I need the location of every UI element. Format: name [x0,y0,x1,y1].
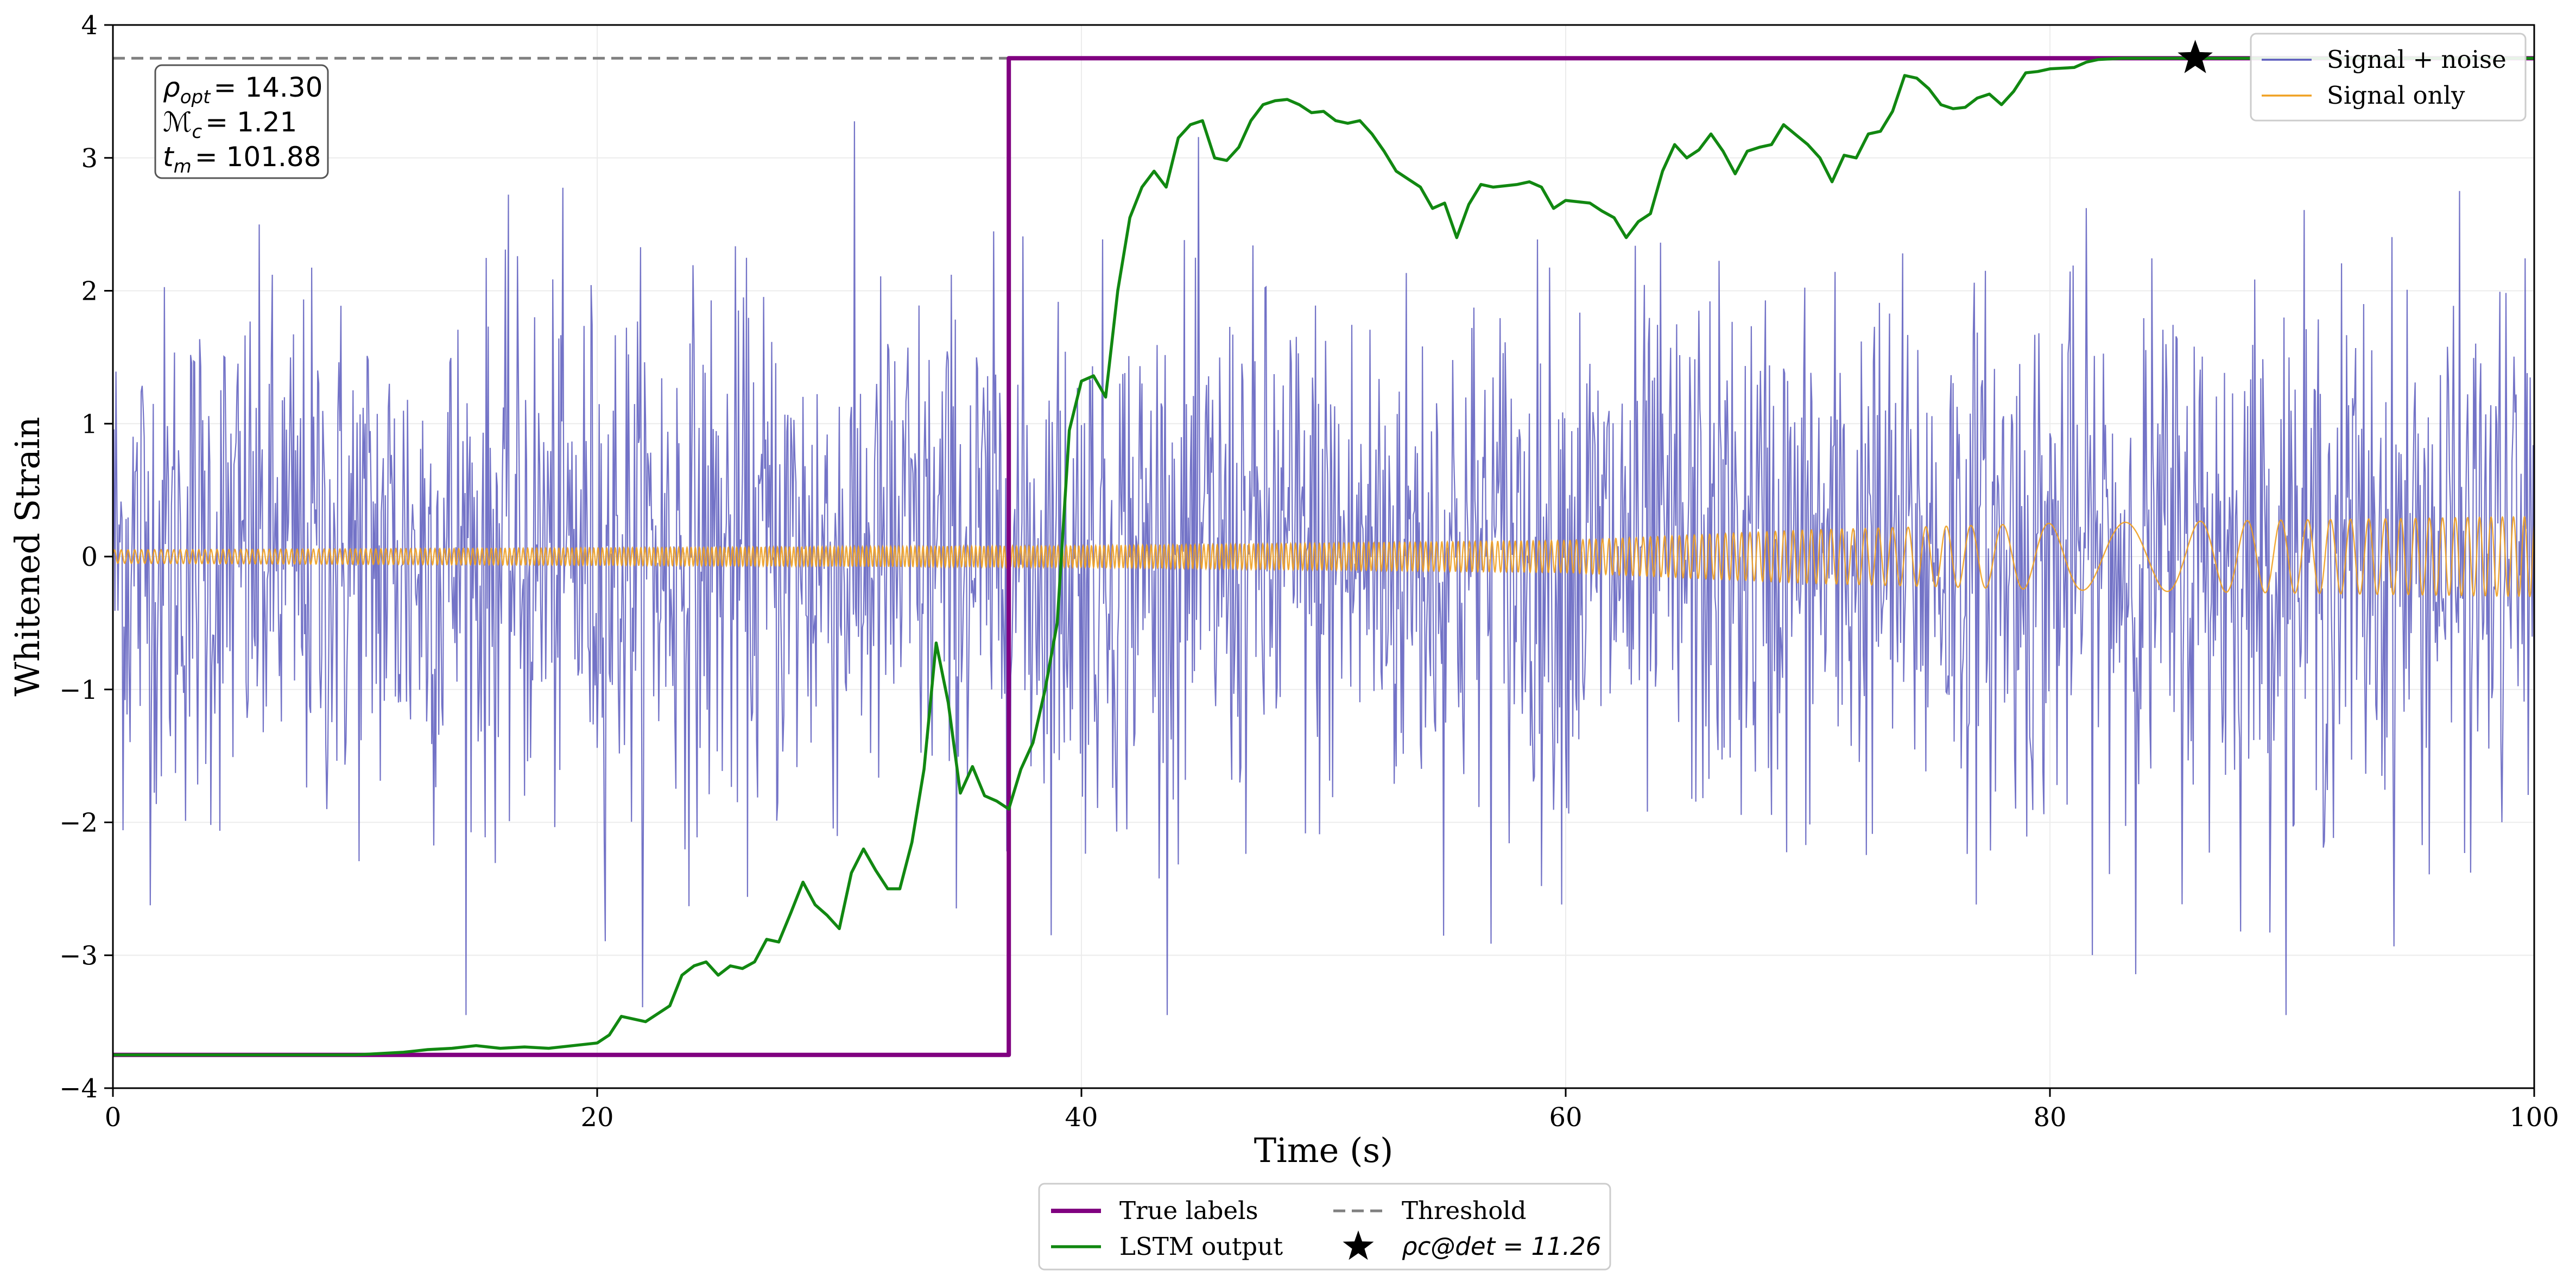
legend-upper-label: Signal only [2327,81,2465,110]
series-lstm-output [113,56,2534,1057]
info-value: = 1.21 [205,106,297,138]
x-axis-title: Time (s) [1254,1131,1394,1170]
x-tick-label: 20 [580,1102,613,1133]
legend-lower-label: LSTM output [1119,1232,1283,1261]
legend-lower-frame [1038,1183,1611,1271]
y-tick-label: 4 [81,10,98,41]
info-line: tm = 101.88 [163,141,321,178]
x-tick-label: 0 [105,1102,122,1133]
y-axis-title: Whitened Strain [8,417,47,697]
x-tick-label: 40 [1065,1102,1098,1133]
info-line: ρopt = 14.30 [163,72,322,108]
x-tick-label: 80 [2033,1102,2066,1133]
legend-upper-label: Signal + noise [2327,45,2507,74]
y-tick-label: 2 [81,276,98,307]
y-tick-label: −4 [59,1073,98,1104]
info-symbol: ℳ [163,106,192,138]
plot-series [113,56,2534,1057]
legend-lower-label: Threshold [1402,1196,1527,1225]
axis-ticks: 0 20 40 60 80 100 −4 −3 −2 −1 0 1 2 3 4 [59,10,2559,1133]
y-tick-label: 3 [81,143,98,174]
legend-upper: Signal + noise Signal only [2250,33,2527,122]
legend-lower: True labels LSTM output Threshold ρc@det = … [1038,1183,1611,1271]
info-symbol: t [163,141,175,173]
series-signal-only [113,515,2534,598]
x-tick-label: 60 [1549,1102,1582,1133]
info-subscript: m [174,156,192,178]
info-subscript: c [192,121,202,143]
legend-lower-label: ρc@det = 11.26 [1402,1232,1601,1261]
series-true-labels [113,56,2534,1057]
y-tick-label: −1 [59,675,98,705]
info-subscript: opt [180,86,211,108]
detection-star-marker [2178,40,2213,73]
info-symbol: ρ [163,72,180,103]
y-tick-label: 1 [81,409,98,439]
legend-lower-label: True labels [1119,1196,1258,1225]
info-box-frame [154,64,329,179]
y-tick-label: −2 [59,808,98,838]
info-value: = 101.88 [195,141,321,173]
legend-upper-frame [2250,33,2527,122]
y-tick-label: −3 [59,940,98,971]
legend-lower-swatch-star-icon [1343,1230,1374,1260]
info-line: ℳc = 1.21 [163,106,297,143]
info-value: = 14.30 [213,72,322,103]
y-tick-label: 0 [81,542,98,572]
x-tick-label: 100 [2509,1102,2559,1133]
